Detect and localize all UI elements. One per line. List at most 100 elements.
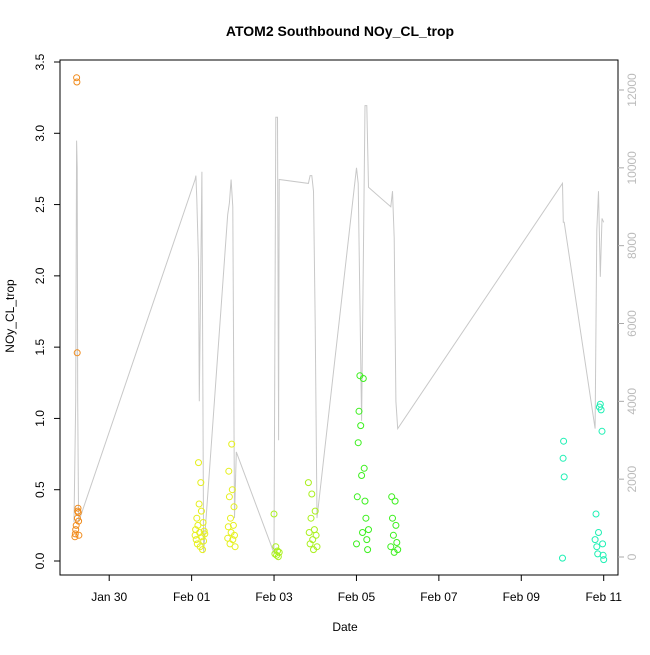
data-point [358,472,366,479]
data-point [228,486,236,494]
data-point [73,78,81,86]
data-point [73,349,81,357]
y-axis: 0.0 0.5 1.0 1.5 2.0 2.5 3.0 3.5 [33,53,60,569]
altitude-trace [73,105,605,554]
x-tick-label: Feb 09 [503,590,541,604]
data-point [231,531,238,539]
x-tick-label: Jan 30 [91,590,127,604]
data-point [75,531,83,539]
data-point [560,437,568,445]
data-point [224,523,232,531]
data-point [600,556,608,564]
data-point [592,510,600,518]
y-tick-label: 2.0 [33,267,47,284]
data-point [193,514,201,522]
data-point [229,521,237,529]
data-point [365,526,372,534]
y2-tick-label: 12000 [625,73,639,107]
plot-frame [59,59,619,576]
data-point [201,530,209,538]
x-tick-label: Feb 05 [338,590,376,604]
data-point [71,533,79,541]
data-point [194,521,202,529]
y-tick-label: 0.0 [33,552,47,569]
data-point [192,536,200,544]
data-point [197,479,205,487]
data-point [228,440,236,448]
data-point [559,454,567,462]
y-tick-label: 1.0 [33,410,47,427]
data-point [357,422,365,430]
y2-tick-label: 4000 [625,388,639,415]
data-point [191,531,199,539]
data-point [559,554,566,562]
data-point [361,497,369,505]
x-axis: Jan 30 Feb 01 Feb 03 Feb 05 Feb 07 Feb 09 Feb … [91,574,622,604]
points-layer [71,74,608,564]
data-point [591,536,599,544]
data-point [354,439,362,447]
data-point [597,406,605,414]
data-point [200,537,208,545]
y2-tick-label: 0 [625,553,639,560]
x-tick-label: Feb 03 [255,590,293,604]
data-point [353,493,361,501]
data-point [599,551,607,559]
x-tick-label: Feb 01 [173,590,211,604]
data-point [72,526,80,534]
data-point [224,534,232,542]
data-point [307,514,315,522]
data-point [305,529,313,536]
data-point [309,536,317,544]
data-point [389,531,397,539]
y-tick-label: 3.0 [33,125,47,142]
data-point [230,503,238,511]
y-axis-label: NOy_CL_trop [3,279,17,353]
data-point [308,490,316,498]
data-point [195,500,203,508]
data-point [593,543,601,551]
altitude-layer [73,105,605,554]
x-axis-label: Date [332,620,358,634]
x-tick-label: Feb 11 [585,590,622,604]
data-point [392,521,400,529]
data-point [391,497,399,505]
y2-tick-label: 8000 [625,232,639,259]
data-point [195,459,202,467]
data-point [275,548,283,556]
y2-tick-label: 2000 [625,465,639,492]
data-point [359,529,366,536]
data-point [272,543,280,551]
data-point [229,536,237,544]
data-point [355,407,363,415]
data-point [311,507,319,515]
data-point [359,375,367,382]
data-point [310,526,318,534]
data-point [312,531,320,539]
data-point [599,540,607,548]
y-tick-label: 2.5 [33,196,47,213]
data-point [560,473,568,481]
data-point [360,464,368,472]
data-point [199,546,206,554]
data-point [74,504,82,512]
data-point [270,510,278,518]
data-point [199,519,207,526]
data-point [200,527,208,535]
data-point [353,540,360,548]
data-point [225,493,233,501]
data-point [71,530,79,538]
data-point [362,514,370,522]
data-point [394,546,402,554]
data-point [73,74,81,82]
data-point [313,543,321,551]
data-point [393,539,401,546]
data-point [387,543,395,551]
y-tick-label: 0.5 [33,481,47,498]
data-point [197,507,205,515]
data-point [304,479,312,487]
y-tick-label: 3.5 [33,53,47,70]
data-point [364,546,372,554]
